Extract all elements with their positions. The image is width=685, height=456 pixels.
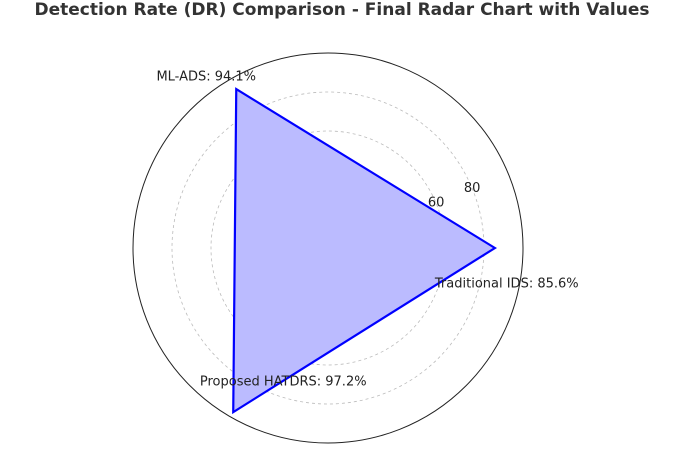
- r-tick-label: 80: [464, 181, 481, 196]
- r-tick-label: 60: [428, 196, 445, 211]
- value-label: Proposed HATDRS: 97.2%: [200, 375, 367, 390]
- value-label: ML-ADS: 94.1%: [156, 70, 256, 85]
- outer-ring: [132, 52, 524, 444]
- chart-title: Detection Rate (DR) Comparison - Final R…: [34, 0, 649, 20]
- radar-area: [232, 87, 498, 415]
- value-label: Traditional IDS: 85.6%: [434, 277, 579, 292]
